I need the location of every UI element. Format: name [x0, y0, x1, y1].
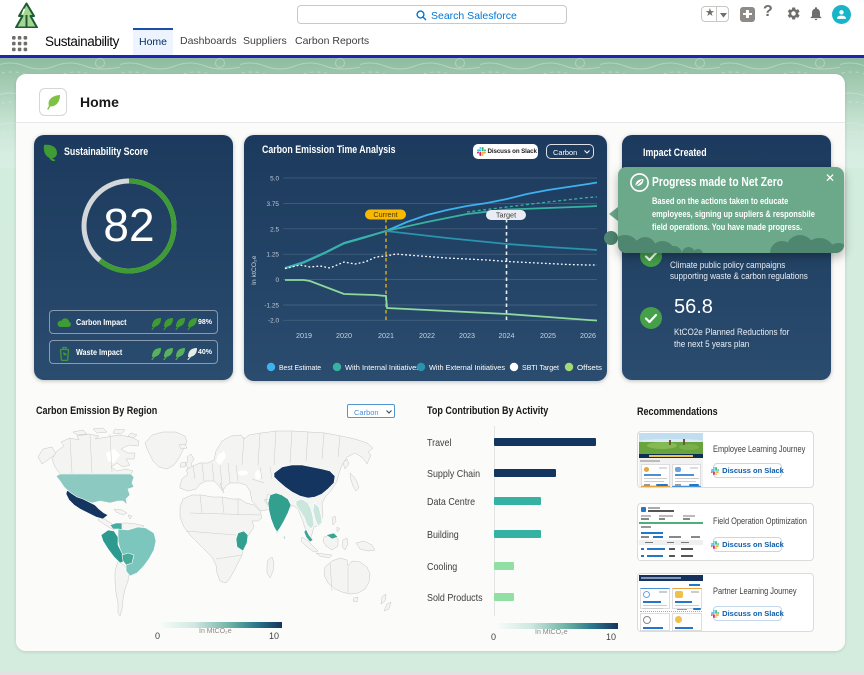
svg-text:2022: 2022	[419, 331, 435, 340]
svg-text:Current: Current	[373, 210, 397, 219]
svg-text:In ktCO₂e: In ktCO₂e	[251, 255, 258, 285]
svg-text:-2.0: -2.0	[268, 318, 279, 325]
svg-text:With External Initiatives: With External Initiatives	[429, 363, 505, 372]
svg-text:3.75: 3.75	[267, 201, 280, 208]
svg-text:Target: Target	[496, 211, 516, 220]
svg-text:1.25: 1.25	[267, 252, 280, 259]
svg-text:-1.25: -1.25	[264, 303, 279, 310]
svg-text:2025: 2025	[540, 331, 556, 340]
svg-text:82: 82	[103, 199, 154, 251]
svg-text:Offsets: Offsets	[577, 363, 602, 372]
svg-text:SBTI Target: SBTI Target	[522, 363, 559, 372]
svg-text:5.0: 5.0	[270, 176, 279, 183]
svg-text:2019: 2019	[296, 331, 312, 340]
svg-text:0: 0	[275, 277, 279, 284]
svg-text:With Internal Initiatives: With Internal Initiatives	[345, 363, 420, 372]
svg-text:2021: 2021	[378, 331, 394, 340]
svg-text:2024: 2024	[499, 331, 515, 340]
svg-text:2020: 2020	[336, 331, 352, 340]
svg-text:2023: 2023	[459, 331, 475, 340]
svg-text:2026: 2026	[580, 331, 596, 340]
svg-text:Best Estimate: Best Estimate	[279, 363, 321, 372]
svg-text:2.5: 2.5	[270, 226, 279, 233]
